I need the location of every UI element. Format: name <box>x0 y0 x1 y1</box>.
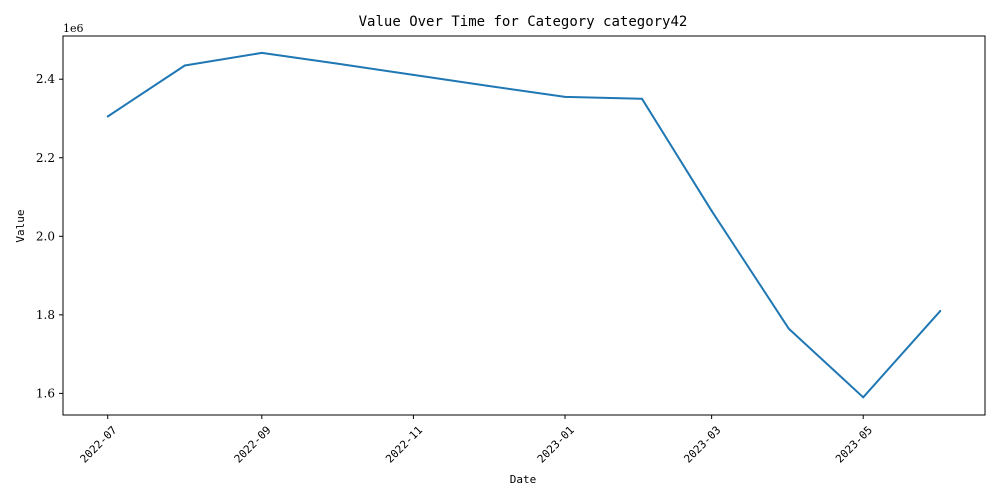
y-tick-label: 1.8 <box>36 308 55 322</box>
x-tick-label: 2022-11 <box>383 424 425 466</box>
data-point <box>183 64 186 67</box>
x-tick-label: 2023-03 <box>681 424 723 466</box>
y-tick-label: 1.6 <box>36 386 55 400</box>
x-axis-label: Date <box>510 473 537 486</box>
x-tick-label: 2023-01 <box>535 424 577 466</box>
y-tick-label: 2.4 <box>36 72 55 86</box>
chart-title: Value Over Time for Category category42 <box>359 14 688 30</box>
y-axis: 1.6 1.8 2.0 2.2 2.4 <box>36 72 63 400</box>
series-layer <box>106 51 942 399</box>
data-point <box>710 209 713 212</box>
series-line <box>107 51 942 399</box>
data-point <box>787 327 790 330</box>
data-point <box>486 84 489 87</box>
data-point <box>412 73 415 76</box>
plot-area-frame <box>62 35 986 416</box>
y-axis-offset-label: 1e6 <box>63 22 84 35</box>
x-tick-label: 2022-09 <box>232 424 274 466</box>
y-tick-label: 2.2 <box>36 151 55 165</box>
x-tick-label: 2022-07 <box>78 424 120 466</box>
data-point <box>106 115 109 118</box>
data-point <box>260 51 263 54</box>
data-point <box>939 309 942 312</box>
x-tick-label: 2023-05 <box>833 424 875 466</box>
data-point <box>564 95 567 98</box>
x-axis: 2022-07 2022-09 2022-11 2023-01 2023-03 2023-… <box>78 415 875 466</box>
y-axis-label: Value <box>14 209 27 242</box>
data-point <box>862 396 865 399</box>
data-point <box>335 62 338 65</box>
data-point <box>641 97 644 100</box>
y-tick-label: 2.0 <box>36 229 55 243</box>
